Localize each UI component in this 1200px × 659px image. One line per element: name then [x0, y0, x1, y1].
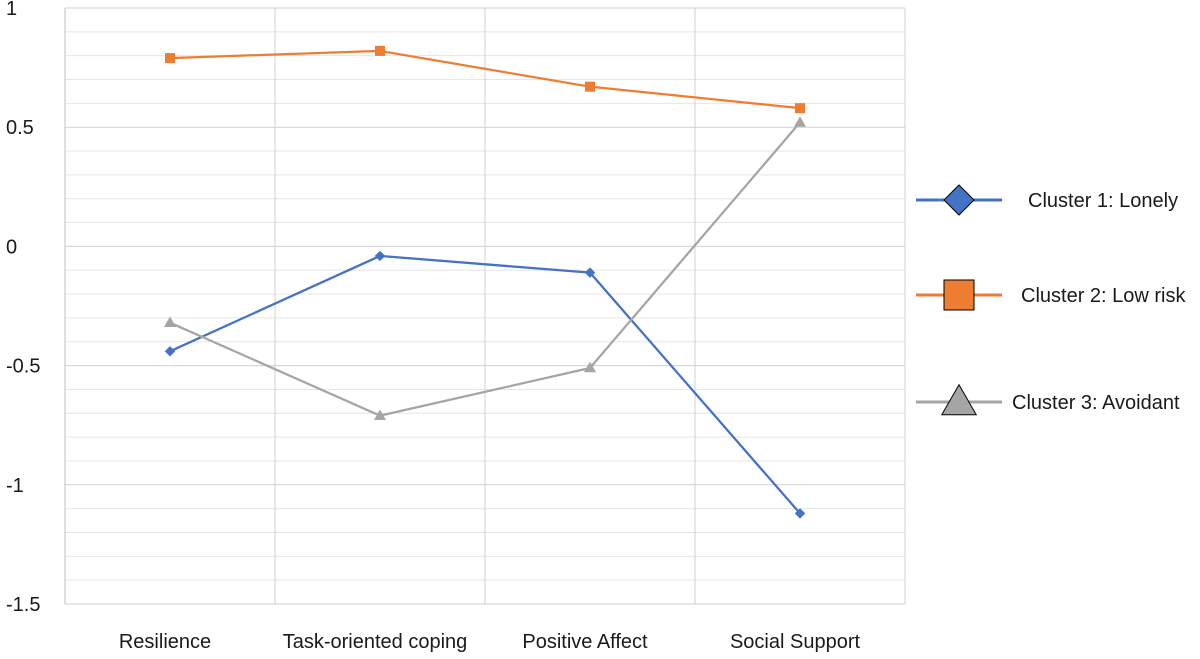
legend-label: Cluster 3: Avoidant	[1012, 392, 1180, 414]
y-tick-label: -0.5	[6, 356, 40, 378]
data-point	[584, 267, 596, 278]
legend: Cluster 1: Lonely Cluster 2: Low risk Clus…	[916, 184, 1186, 416]
series-line	[169, 254, 801, 515]
data-point	[793, 116, 807, 127]
legend-item: Cluster 1: Lonely	[916, 184, 1178, 216]
data-point	[374, 250, 386, 262]
x-tick-labels: Resilience Task-oriented coping Positive A…	[119, 631, 861, 653]
data-point	[375, 45, 385, 56]
legend-label: Cluster 1: Lonely	[1028, 190, 1178, 212]
legend-item: Cluster 3: Avoidant	[916, 383, 1180, 416]
x-tick-label: Social Support	[730, 631, 861, 653]
legend-marker	[940, 383, 978, 416]
y-tick-label: 0	[6, 236, 17, 258]
legend-marker	[943, 184, 975, 216]
gridlines	[64, 7, 906, 605]
data-point	[164, 346, 176, 357]
data-point	[583, 361, 597, 373]
y-tick-label: 1	[6, 0, 17, 20]
legend-item: Cluster 2: Low risk	[916, 279, 1186, 311]
data-point	[795, 103, 805, 114]
series-line	[169, 49, 801, 110]
y-tick-label: -1	[6, 475, 24, 497]
legend-marker	[943, 279, 975, 311]
series-group	[163, 45, 807, 519]
x-tick-label: Resilience	[119, 631, 211, 653]
x-tick-label: Task-oriented coping	[283, 631, 468, 653]
data-point	[585, 81, 595, 92]
legend-label: Cluster 2: Low risk	[1021, 285, 1186, 307]
data-point	[163, 316, 177, 328]
data-point	[165, 53, 175, 64]
y-tick-label: 0.5	[6, 117, 34, 139]
y-tick-label: -1.5	[6, 594, 40, 616]
series-2	[165, 45, 805, 114]
series-line	[169, 121, 801, 417]
x-tick-label: Positive Affect	[522, 631, 648, 653]
series-3	[163, 116, 807, 420]
data-point	[373, 409, 387, 420]
series-1	[164, 250, 806, 519]
y-tick-labels: 1 0.5 0 -0.5 -1 -1.5	[6, 0, 40, 616]
data-point	[794, 508, 806, 519]
